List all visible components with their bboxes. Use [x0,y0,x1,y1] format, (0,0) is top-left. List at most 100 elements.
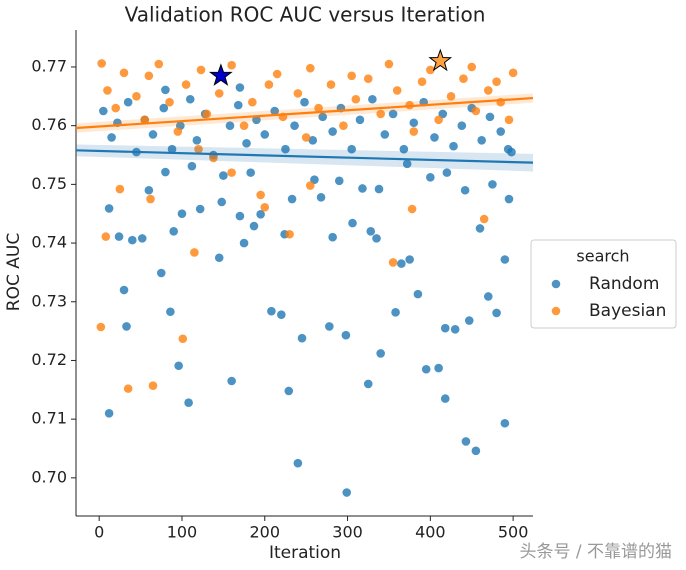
point [114,232,124,241]
point [301,133,311,142]
y-tick-label: 0.77 [31,56,67,75]
point [376,349,385,358]
point [123,97,133,107]
point [297,333,307,343]
point [148,381,158,390]
legend-label: Bayesian [589,301,666,321]
point [380,130,390,139]
point [457,121,467,130]
point [104,204,114,213]
x-tick-label: 400 [415,523,446,542]
point [161,85,170,95]
point [227,376,236,386]
point [479,214,489,224]
x-axis-label: Iteration [269,543,341,563]
point [144,71,154,81]
point [122,322,131,331]
point [285,229,294,239]
point [440,323,450,333]
point [363,74,373,84]
point [119,285,129,295]
point [341,330,351,340]
best-star [428,48,453,72]
point [165,97,174,107]
legend-label: Random [589,274,659,294]
point [277,310,286,319]
point [174,361,183,371]
point [233,100,243,110]
point [402,159,412,169]
point [417,77,427,86]
point [305,63,315,73]
point [328,232,337,242]
point [467,62,477,72]
point [392,86,402,95]
point [270,106,279,116]
point [363,379,373,389]
point [434,363,443,373]
point [459,74,468,84]
point [449,141,458,151]
point [194,144,203,154]
point [107,133,116,142]
point [471,106,481,116]
point [507,147,516,157]
point [399,144,409,154]
point [440,394,450,403]
point [209,153,218,163]
y-tick-label: 0.71 [31,409,67,428]
point [196,65,206,75]
point [316,192,326,202]
point [99,106,108,116]
point [242,138,251,148]
point [115,184,125,194]
point [103,86,112,95]
point [97,59,106,68]
point [166,307,175,317]
point [256,210,265,219]
point [409,118,419,128]
point [260,202,270,212]
point [248,97,257,107]
point [246,168,255,177]
point [293,89,303,98]
point [159,103,169,113]
point [195,204,205,214]
point [249,221,259,231]
point [127,235,137,245]
point [287,194,297,204]
y-tick-label: 0.70 [31,467,67,486]
point [227,60,236,70]
point [227,168,236,177]
point [214,89,224,98]
point [132,92,141,101]
point [239,238,249,248]
trend-line [75,96,534,130]
legend-box [530,239,677,329]
point [300,97,309,107]
point [184,398,193,408]
point [314,103,323,113]
point [464,316,474,325]
point [318,112,328,122]
point [169,227,178,236]
point [366,227,376,236]
point [272,69,282,79]
point [305,181,315,190]
point [146,194,155,204]
point [421,364,431,374]
point [260,130,270,139]
best-star [208,63,233,86]
point [504,194,514,204]
point [267,306,276,316]
point [181,80,191,89]
point [104,408,114,418]
point [190,248,199,257]
point [235,83,245,92]
point [405,255,414,264]
point [293,458,303,468]
point [348,218,357,228]
point [202,109,212,119]
point [426,173,435,182]
